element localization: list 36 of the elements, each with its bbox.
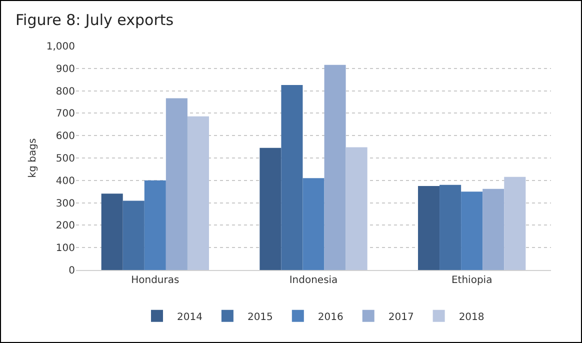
y-tick-label: 300	[56, 198, 75, 210]
y-tick-label: 100	[56, 243, 75, 254]
bar	[166, 98, 188, 270]
y-tick-label: 200	[56, 220, 75, 232]
y-tick-label: 500	[56, 154, 75, 164]
x-tick-label: Ethiopia	[451, 275, 492, 286]
bar	[324, 64, 346, 270]
y-axis-title: kg bags	[27, 138, 38, 178]
bar	[504, 176, 526, 270]
bar	[440, 184, 462, 270]
y-tick-label: 1,000	[46, 42, 75, 52]
y-tick-label: 800	[56, 86, 75, 98]
legend-label: 2018	[458, 312, 484, 323]
legend-label: 2017	[388, 312, 414, 323]
bar	[101, 194, 123, 270]
x-tick-label: Indonesia	[289, 275, 338, 286]
chart-title: Figure 8: July exports	[16, 11, 174, 30]
bar	[346, 147, 368, 270]
legend-label: 2015	[247, 312, 273, 323]
y-tick-label: 900	[56, 64, 75, 75]
bar	[122, 200, 144, 270]
legend-label: 2016	[318, 312, 344, 323]
bar	[302, 178, 324, 270]
x-tick-label: Honduras	[131, 275, 180, 286]
bar	[482, 188, 504, 270]
bar	[418, 186, 440, 270]
y-tick-label: 600	[56, 131, 75, 142]
bar	[281, 84, 303, 270]
bar	[260, 148, 282, 270]
y-tick-label: 0	[68, 266, 75, 276]
bar	[461, 192, 483, 270]
bar	[187, 116, 209, 270]
legend-label: 2014	[177, 312, 202, 323]
bar	[144, 180, 166, 270]
y-tick-label: 700	[56, 108, 75, 120]
y-tick-label: 400	[56, 176, 75, 187]
